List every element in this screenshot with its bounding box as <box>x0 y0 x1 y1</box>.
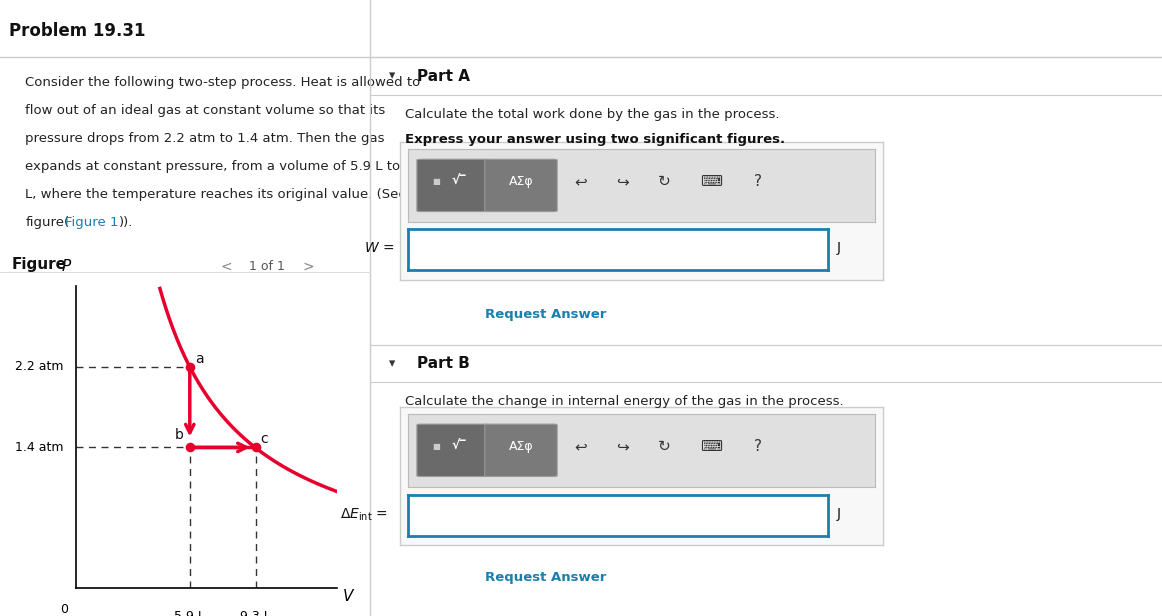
Text: Request Answer: Request Answer <box>485 307 607 321</box>
Text: Express your answer using two significant figures.: Express your answer using two significan… <box>406 133 786 146</box>
Text: L, where the temperature reaches its original value. (See: L, where the temperature reaches its ori… <box>26 188 407 201</box>
FancyBboxPatch shape <box>485 424 557 476</box>
Point <box>180 362 199 372</box>
Text: ↩: ↩ <box>574 439 587 454</box>
Text: AΣφ: AΣφ <box>509 176 533 188</box>
Text: ↪: ↪ <box>616 439 629 454</box>
Text: ⌨: ⌨ <box>701 174 723 189</box>
Point <box>180 442 199 452</box>
Text: 5.9 L: 5.9 L <box>174 610 206 616</box>
Text: Submit: Submit <box>411 307 465 321</box>
FancyBboxPatch shape <box>485 160 557 211</box>
Text: 9.3 L: 9.3 L <box>241 610 271 616</box>
Text: P: P <box>62 259 71 274</box>
FancyBboxPatch shape <box>417 160 489 211</box>
Text: 2.2 atm: 2.2 atm <box>15 360 64 373</box>
Text: Part B: Part B <box>417 356 469 371</box>
Text: 1.4 atm: 1.4 atm <box>15 441 64 454</box>
Text: √‾: √‾ <box>452 176 467 188</box>
Text: a: a <box>195 352 205 366</box>
Text: ↻: ↻ <box>659 174 672 189</box>
FancyBboxPatch shape <box>417 424 489 476</box>
Text: expands at constant pressure, from a volume of 5.9 L to 9.3: expands at constant pressure, from a vol… <box>26 160 425 173</box>
Text: Submit: Submit <box>411 570 465 584</box>
Text: Request Answer: Request Answer <box>485 570 607 584</box>
Text: Figure: Figure <box>12 257 66 272</box>
Text: V: V <box>343 589 353 604</box>
Text: c: c <box>260 432 268 447</box>
Text: AΣφ: AΣφ <box>509 440 533 453</box>
Text: ■: ■ <box>432 442 439 451</box>
Text: )).: )). <box>119 216 134 229</box>
Text: ⌨: ⌨ <box>701 439 723 454</box>
Text: Consider the following two-step process. Heat is allowed to: Consider the following two-step process.… <box>26 76 421 89</box>
Text: Calculate the change in internal energy of the gas in the process.: Calculate the change in internal energy … <box>406 395 844 408</box>
Text: Calculate the total work done by the gas in the process.: Calculate the total work done by the gas… <box>406 108 780 121</box>
Text: $\Delta E_{\mathrm{int}}$ =: $\Delta E_{\mathrm{int}}$ = <box>340 506 388 522</box>
Text: ?: ? <box>754 439 762 454</box>
Text: ■: ■ <box>432 177 439 186</box>
Text: 1 of 1: 1 of 1 <box>250 260 285 273</box>
Text: pressure drops from 2.2 atm to 1.4 atm. Then the gas: pressure drops from 2.2 atm to 1.4 atm. … <box>26 132 385 145</box>
Text: ↪: ↪ <box>616 174 629 189</box>
Text: b: b <box>174 428 184 442</box>
Text: 0: 0 <box>60 604 67 616</box>
Point <box>246 442 265 452</box>
Text: flow out of an ideal gas at constant volume so that its: flow out of an ideal gas at constant vol… <box>26 103 386 117</box>
Text: ▾: ▾ <box>389 357 395 370</box>
Text: Part A: Part A <box>417 68 471 84</box>
Text: figure(: figure( <box>26 216 70 229</box>
Text: ?: ? <box>754 174 762 189</box>
Text: Figure 1: Figure 1 <box>65 216 119 229</box>
Text: >: > <box>302 260 314 274</box>
Text: $W$ =: $W$ = <box>364 241 394 255</box>
Text: J: J <box>837 241 841 255</box>
Text: ↩: ↩ <box>574 174 587 189</box>
Text: ▾: ▾ <box>389 70 395 83</box>
Text: J: J <box>837 508 841 521</box>
Text: √‾: √‾ <box>452 440 467 453</box>
Text: ↻: ↻ <box>659 439 672 454</box>
Text: <: < <box>221 260 232 274</box>
Text: Problem 19.31: Problem 19.31 <box>9 22 145 39</box>
